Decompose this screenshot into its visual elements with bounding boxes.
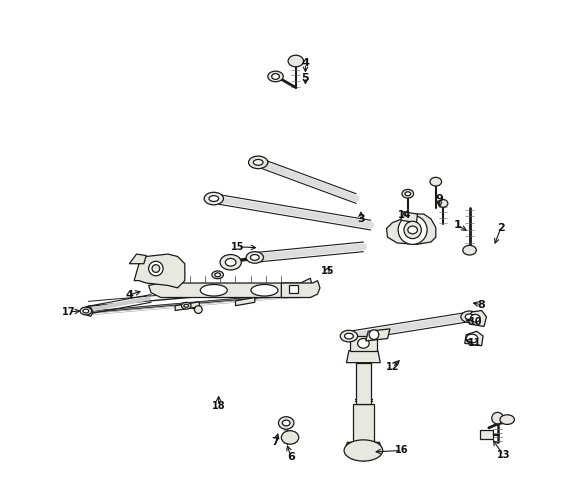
Polygon shape — [350, 336, 377, 350]
Ellipse shape — [405, 192, 411, 196]
Polygon shape — [467, 311, 487, 326]
Ellipse shape — [463, 245, 476, 255]
Ellipse shape — [225, 258, 236, 266]
Polygon shape — [356, 363, 371, 404]
Ellipse shape — [466, 334, 478, 343]
Ellipse shape — [251, 285, 278, 296]
Ellipse shape — [83, 309, 89, 313]
Text: 4: 4 — [301, 59, 310, 68]
Polygon shape — [83, 308, 93, 317]
Ellipse shape — [268, 71, 283, 82]
Circle shape — [194, 306, 202, 314]
Text: 6: 6 — [287, 452, 295, 462]
Ellipse shape — [470, 315, 480, 322]
Polygon shape — [345, 442, 382, 449]
Polygon shape — [346, 350, 380, 363]
Ellipse shape — [209, 196, 219, 201]
Circle shape — [398, 215, 427, 244]
Ellipse shape — [357, 338, 369, 348]
Polygon shape — [353, 404, 374, 442]
Polygon shape — [366, 329, 390, 341]
Ellipse shape — [272, 74, 279, 79]
Polygon shape — [401, 212, 417, 223]
Circle shape — [152, 265, 159, 272]
Ellipse shape — [220, 255, 242, 270]
Ellipse shape — [278, 417, 294, 429]
Ellipse shape — [182, 302, 191, 309]
Ellipse shape — [215, 273, 221, 277]
Ellipse shape — [344, 440, 383, 461]
Polygon shape — [465, 331, 483, 346]
Ellipse shape — [288, 55, 304, 67]
Ellipse shape — [282, 420, 290, 426]
Text: 10: 10 — [469, 317, 482, 327]
Ellipse shape — [184, 304, 189, 307]
Ellipse shape — [438, 199, 448, 207]
Ellipse shape — [281, 431, 299, 444]
Polygon shape — [289, 286, 298, 293]
Ellipse shape — [204, 192, 223, 205]
Ellipse shape — [250, 255, 259, 260]
Polygon shape — [129, 254, 146, 264]
Text: 2: 2 — [497, 223, 505, 232]
Ellipse shape — [80, 307, 92, 315]
Ellipse shape — [500, 415, 514, 424]
Text: 1: 1 — [453, 220, 462, 230]
Ellipse shape — [249, 156, 268, 168]
Text: 14: 14 — [398, 211, 411, 220]
Circle shape — [369, 330, 379, 339]
Text: 11: 11 — [468, 338, 481, 348]
Text: 15: 15 — [231, 242, 244, 252]
Text: 12: 12 — [386, 363, 399, 373]
Text: 3: 3 — [357, 214, 365, 224]
Ellipse shape — [408, 226, 417, 234]
Ellipse shape — [345, 333, 353, 339]
Circle shape — [148, 261, 163, 276]
Ellipse shape — [430, 177, 442, 186]
Ellipse shape — [253, 159, 263, 165]
Ellipse shape — [461, 311, 478, 323]
Ellipse shape — [465, 314, 474, 320]
Polygon shape — [175, 302, 199, 311]
Text: 9: 9 — [436, 194, 443, 204]
Text: 18: 18 — [212, 401, 225, 411]
Text: 5: 5 — [301, 73, 309, 83]
Ellipse shape — [402, 189, 414, 198]
Ellipse shape — [212, 271, 223, 279]
Text: 8: 8 — [478, 300, 485, 310]
Polygon shape — [281, 281, 320, 298]
Polygon shape — [134, 254, 185, 288]
Polygon shape — [480, 430, 493, 439]
Ellipse shape — [200, 285, 228, 296]
Ellipse shape — [340, 330, 357, 342]
Text: 15: 15 — [321, 266, 334, 276]
Circle shape — [404, 221, 421, 239]
Polygon shape — [386, 214, 436, 244]
Text: 16: 16 — [395, 445, 409, 455]
Polygon shape — [148, 278, 313, 298]
Text: 7: 7 — [272, 437, 279, 447]
Text: 4: 4 — [125, 290, 133, 300]
Circle shape — [492, 412, 503, 424]
Text: 13: 13 — [496, 450, 510, 460]
Ellipse shape — [246, 252, 264, 263]
Text: 17: 17 — [62, 307, 76, 317]
Polygon shape — [236, 298, 255, 306]
